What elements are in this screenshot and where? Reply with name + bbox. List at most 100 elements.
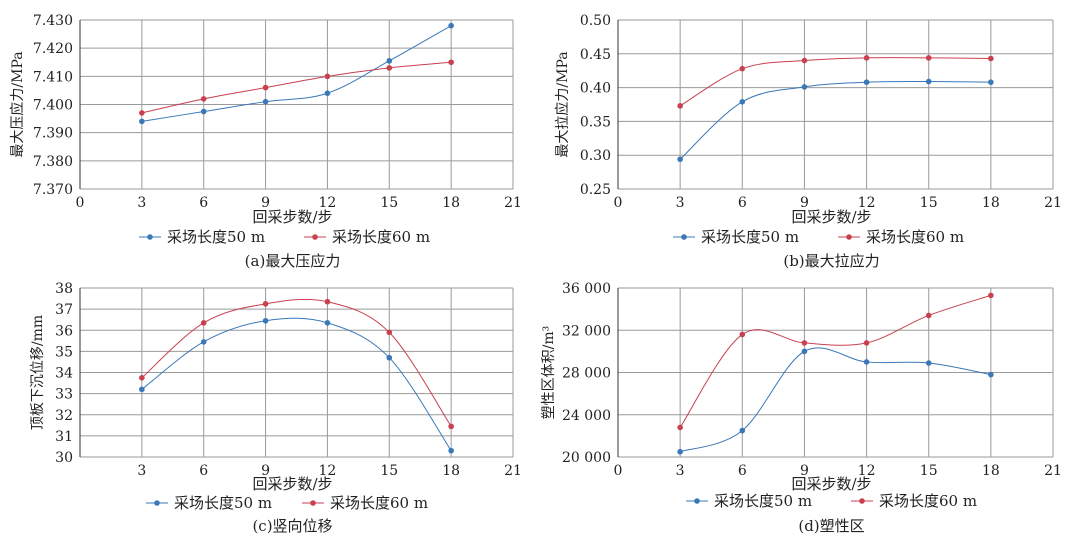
x-tick-labels-a: 0 3 6 9 12 15 18 21: [76, 195, 522, 211]
y-tick-label-b-4: 0.40: [580, 81, 611, 97]
legend-label-a-2: 采场长度60 m: [332, 228, 430, 246]
y-axis-title-d: 塑性区体积/m³: [541, 326, 557, 420]
x-tick-label-a-7: 18: [442, 195, 460, 211]
y-tick-label-a-5: 7.410: [33, 69, 73, 85]
y-tick-label-c-9: 38: [55, 281, 73, 297]
x-tick-label-b-4: 9: [800, 195, 809, 211]
data-point-b-2-6: [988, 55, 994, 62]
y-tick-label-c-2: 31: [55, 429, 73, 445]
x-tick-labels-b: 0 3 6 9 12 15 18 21: [614, 195, 1062, 211]
legend-swatch-marker-b-1: [681, 234, 687, 240]
data-point-d-1-5: [925, 360, 932, 366]
legend-swatch-marker-d-1: [694, 498, 700, 504]
data-point-d-1-4: [863, 359, 870, 365]
legend-swatch-marker-a-1: [147, 234, 153, 240]
data-point-b-2-4: [863, 55, 870, 61]
chart-caption-d: (d)塑性区: [798, 517, 864, 535]
data-point-c-2-3: [262, 301, 269, 307]
grid-lines-c: [79, 287, 514, 458]
data-point-c-1-6: [448, 447, 454, 454]
data-point-b-1-4: [863, 79, 870, 85]
y-tick-labels-a: 7.370 7.380 7.390 7.400 7.410 7.420 7.430: [33, 13, 73, 198]
y-tick-label-b-3: 0.35: [580, 114, 611, 130]
series-line-a-1: [141, 25, 452, 122]
series-layer-b: [677, 55, 994, 163]
y-tick-label-a-1: 7.370: [33, 182, 73, 198]
y-axis-title-c: 顶板下沉位移/mm: [30, 315, 46, 430]
data-point-c-2-5: [386, 329, 393, 336]
data-point-c-1-5: [386, 354, 393, 361]
legend-swatch-marker-d-2: [859, 498, 865, 504]
series-layer-c: [139, 298, 454, 454]
data-point-b-1-3: [801, 84, 808, 90]
data-point-a-2-4: [324, 73, 331, 80]
x-tick-label-a-5: 12: [319, 195, 337, 211]
y-tick-label-c-7: 36: [55, 323, 73, 339]
series-line-b-2: [679, 57, 991, 107]
chart-caption-c: (c)竖向位移: [252, 517, 332, 535]
x-tick-label-d-4: 9: [800, 463, 809, 479]
legend-b: 采场长度50 m 采场长度60 m: [673, 228, 964, 246]
series-line-d-1: [679, 347, 991, 453]
x-tick-label-c-1: 3: [137, 463, 146, 479]
x-tick-labels-c: 3 6 9 12 15 18 21: [137, 463, 522, 479]
y-axis-title-a: 最大压应力/MPa: [9, 51, 26, 157]
data-point-d-1-2: [739, 427, 746, 434]
data-point-b-2-1: [677, 103, 683, 109]
y-axis-title-b: 最大拉应力/MPa: [554, 51, 571, 157]
data-point-d-2-5: [925, 312, 932, 319]
x-tick-label-b-1: 0: [614, 195, 623, 211]
y-tick-label-c-6: 35: [55, 344, 73, 360]
y-tick-label-c-5: 34: [55, 366, 73, 382]
legend-d: 采场长度50 m 采场长度60 m: [686, 492, 977, 510]
grid-lines-a: [79, 19, 514, 190]
data-point-d-2-4: [863, 340, 870, 346]
x-tick-label-d-1: 0: [614, 463, 623, 479]
data-point-b-2-5: [925, 55, 932, 61]
series-line-b-1: [679, 80, 991, 160]
grid-lines-d: [617, 287, 1054, 458]
data-point-a-1-6: [448, 22, 454, 29]
data-point-b-1-6: [988, 79, 994, 85]
legend-label-b-2: 采场长度60 m: [866, 228, 964, 246]
data-point-a-1-5: [386, 58, 393, 64]
data-point-b-1-2: [739, 98, 746, 105]
y-tick-label-c-3: 32: [55, 408, 73, 424]
x-axis-title-a: 回采步数/步: [252, 208, 332, 226]
data-point-c-1-2: [200, 339, 207, 345]
legend-label-a-1: 采场长度50 m: [167, 228, 265, 246]
data-point-c-2-6: [448, 423, 454, 430]
y-tick-label-c-4: 33: [55, 387, 73, 403]
chart-caption-b: (b)最大拉应力: [783, 252, 879, 270]
y-tick-labels-c: 30 31 32 33 34 35 36 37 38: [55, 281, 73, 466]
y-tick-label-b-1: 0.25: [580, 182, 611, 198]
x-axis-title-d: 回采步数/步: [791, 475, 871, 493]
y-tick-label-d-5: 36 000: [562, 281, 611, 297]
data-point-a-1-1: [139, 118, 145, 125]
y-tick-label-a-6: 7.420: [33, 41, 73, 57]
data-point-d-2-3: [801, 340, 808, 346]
x-tick-label-a-3: 6: [199, 195, 208, 211]
y-tick-label-a-2: 7.380: [33, 154, 73, 170]
series-layer-d: [677, 292, 994, 455]
data-point-a-2-5: [386, 65, 393, 71]
legend-swatch-marker-a-2: [312, 234, 318, 240]
y-tick-labels-d: 20 000 24 000 28 000 32 000 36 000: [562, 281, 611, 466]
data-point-b-2-2: [739, 65, 746, 72]
data-point-c-2-1: [139, 374, 145, 381]
y-tick-label-d-1: 20 000: [562, 450, 611, 466]
y-tick-label-d-2: 24 000: [562, 408, 611, 424]
data-point-a-1-3: [262, 98, 269, 105]
data-point-a-2-2: [200, 96, 207, 102]
data-point-b-1-5: [925, 78, 932, 85]
data-point-a-2-1: [139, 110, 145, 116]
data-point-d-1-3: [801, 348, 808, 355]
legend-label-c-2: 采场长度60 m: [330, 494, 428, 512]
y-tick-labels-b: 0.25 0.30 0.35 0.40 0.45 0.50: [580, 13, 611, 198]
y-tick-label-c-8: 37: [55, 302, 73, 318]
chart-panel-a: 7.370 7.380 7.390 7.400 7.410 7.420 7.430 0 3 6 9…: [9, 13, 522, 270]
grid-lines-b: [617, 19, 1054, 190]
data-point-b-1-1: [677, 156, 683, 163]
